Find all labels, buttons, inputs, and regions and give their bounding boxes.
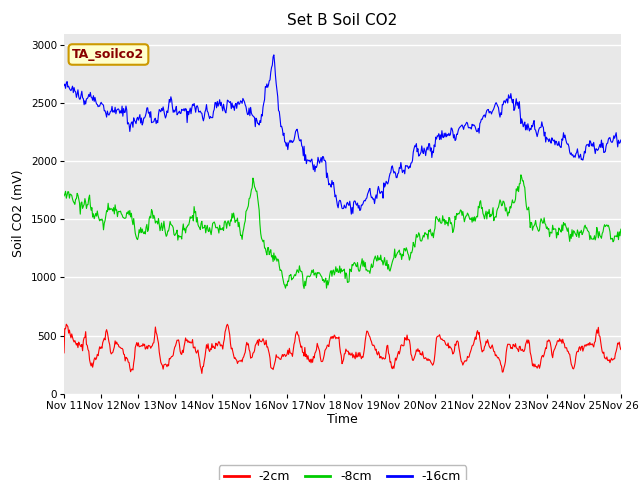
-16cm — [617, 137, 625, 143]
-2cm — [412, 351, 419, 357]
-2cm — [428, 361, 436, 367]
-16cm — [127, 120, 135, 125]
-2cm — [185, 338, 193, 344]
Title: Set B Soil CO2: Set B Soil CO2 — [287, 13, 397, 28]
-2cm — [60, 350, 68, 356]
-2cm — [128, 366, 136, 372]
Line: -2cm: -2cm — [64, 324, 621, 373]
-8cm — [127, 210, 135, 216]
-16cm — [428, 155, 436, 160]
Line: -16cm: -16cm — [64, 55, 621, 214]
-8cm — [428, 231, 435, 237]
-8cm — [70, 200, 78, 205]
Y-axis label: Soil CO2 (mV): Soil CO2 (mV) — [12, 170, 25, 257]
-8cm — [517, 172, 525, 178]
-16cm — [412, 144, 419, 150]
Line: -8cm: -8cm — [64, 175, 621, 288]
X-axis label: Time: Time — [327, 413, 358, 426]
-8cm — [214, 224, 221, 230]
-8cm — [411, 244, 419, 250]
-2cm — [198, 371, 205, 376]
Text: TA_soilco2: TA_soilco2 — [72, 48, 145, 61]
-16cm — [70, 84, 78, 90]
-2cm — [63, 321, 70, 327]
Legend: -2cm, -8cm, -16cm: -2cm, -8cm, -16cm — [219, 465, 466, 480]
-8cm — [300, 286, 308, 291]
-16cm — [60, 83, 68, 88]
-8cm — [184, 222, 192, 228]
-2cm — [215, 339, 223, 345]
-8cm — [60, 193, 68, 199]
-8cm — [617, 227, 625, 232]
-16cm — [348, 211, 355, 217]
-2cm — [71, 338, 79, 344]
-16cm — [184, 108, 192, 114]
-16cm — [270, 52, 278, 58]
-16cm — [214, 98, 221, 104]
-2cm — [617, 347, 625, 352]
